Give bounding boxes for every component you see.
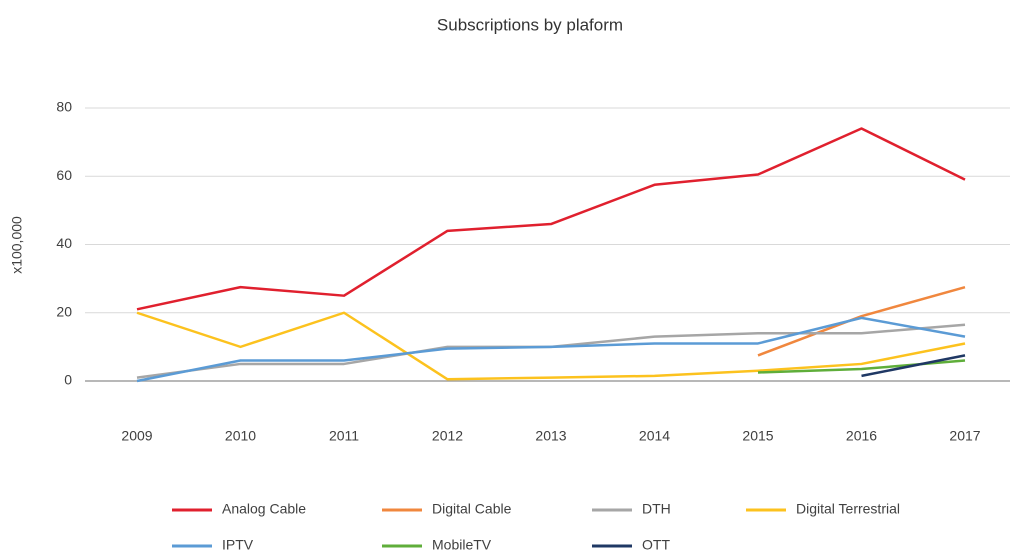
x-tick-label: 2011 — [329, 428, 359, 444]
y-axis-label: x100,000 — [9, 216, 25, 274]
series-line — [136, 311, 966, 381]
y-tick-label: 60 — [56, 167, 72, 183]
x-tick-label: 2012 — [432, 428, 463, 444]
series-line — [757, 285, 966, 357]
legend-label: OTT — [642, 537, 670, 553]
x-tick-label: 2013 — [535, 428, 566, 444]
y-tick-label: 40 — [56, 235, 72, 251]
y-tick-label: 80 — [56, 99, 72, 115]
legend-label: DTH — [642, 501, 671, 517]
x-tick-label: 2016 — [846, 428, 877, 444]
y-tick-label: 0 — [64, 372, 72, 388]
x-tick-label: 2010 — [225, 428, 256, 444]
x-tick-label: 2017 — [949, 428, 980, 444]
series-line — [136, 127, 966, 311]
x-tick-label: 2009 — [121, 428, 152, 444]
x-tick-label: 2014 — [639, 428, 670, 444]
legend-label: Digital Terrestrial — [796, 501, 900, 517]
x-tick-label: 2015 — [742, 428, 773, 444]
y-tick-label: 20 — [56, 303, 72, 319]
chart-title: Subscriptions by plaform — [437, 15, 623, 34]
legend-label: Analog Cable — [222, 501, 306, 517]
legend-label: IPTV — [222, 537, 254, 553]
series-line — [136, 316, 966, 383]
series-line — [861, 354, 966, 378]
legend-label: MobileTV — [432, 537, 492, 553]
legend-label: Digital Cable — [432, 501, 512, 517]
